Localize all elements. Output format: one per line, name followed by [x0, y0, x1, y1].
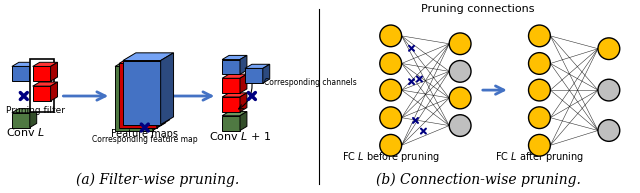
Text: Corresponding feature map: Corresponding feature map	[92, 135, 198, 144]
Polygon shape	[12, 62, 36, 66]
Polygon shape	[12, 109, 36, 113]
FancyBboxPatch shape	[29, 58, 54, 112]
Polygon shape	[222, 116, 240, 130]
Polygon shape	[222, 78, 240, 93]
Polygon shape	[115, 59, 166, 66]
Polygon shape	[33, 62, 58, 66]
Polygon shape	[240, 74, 247, 93]
Polygon shape	[222, 93, 247, 97]
Text: (b) Connection-wise pruning.: (b) Connection-wise pruning.	[376, 172, 580, 187]
Circle shape	[529, 107, 550, 129]
Polygon shape	[240, 55, 247, 74]
Polygon shape	[51, 82, 58, 101]
Polygon shape	[222, 74, 247, 78]
Circle shape	[380, 25, 402, 47]
Polygon shape	[222, 55, 247, 59]
Polygon shape	[29, 109, 36, 128]
Circle shape	[449, 87, 471, 109]
Circle shape	[529, 135, 550, 156]
Circle shape	[449, 61, 471, 82]
Circle shape	[449, 33, 471, 55]
Polygon shape	[12, 66, 29, 81]
Polygon shape	[119, 56, 170, 63]
Polygon shape	[51, 62, 58, 81]
Circle shape	[598, 120, 620, 141]
Circle shape	[529, 25, 550, 47]
Text: FC $L$ after pruning: FC $L$ after pruning	[495, 150, 584, 164]
Circle shape	[598, 38, 620, 59]
Polygon shape	[123, 61, 161, 125]
Polygon shape	[240, 93, 247, 112]
Polygon shape	[33, 66, 51, 81]
Polygon shape	[33, 82, 58, 86]
Circle shape	[598, 79, 620, 101]
Polygon shape	[119, 63, 157, 128]
Text: Conv $L$: Conv $L$	[6, 126, 45, 138]
Polygon shape	[263, 64, 269, 83]
Text: Feature maps: Feature maps	[111, 129, 179, 139]
Polygon shape	[240, 112, 247, 130]
Circle shape	[449, 115, 471, 136]
Polygon shape	[222, 112, 247, 116]
Circle shape	[380, 79, 402, 101]
Polygon shape	[33, 86, 51, 101]
Polygon shape	[115, 66, 153, 130]
Polygon shape	[12, 113, 29, 128]
Circle shape	[529, 79, 550, 101]
Circle shape	[529, 53, 550, 74]
Text: Pruning filter: Pruning filter	[6, 106, 65, 115]
Polygon shape	[153, 59, 166, 130]
Polygon shape	[222, 97, 240, 112]
Circle shape	[380, 135, 402, 156]
Text: FC $L$ before pruning: FC $L$ before pruning	[342, 150, 440, 164]
Text: Pruning connections: Pruning connections	[421, 4, 534, 14]
Polygon shape	[245, 64, 269, 68]
Circle shape	[380, 53, 402, 74]
Polygon shape	[161, 53, 173, 125]
Text: Corresponding channels: Corresponding channels	[264, 78, 356, 87]
Polygon shape	[157, 56, 170, 128]
Text: (a) Filter-wise pruning.: (a) Filter-wise pruning.	[76, 172, 239, 187]
Polygon shape	[123, 53, 173, 61]
Polygon shape	[222, 59, 240, 74]
Circle shape	[380, 107, 402, 129]
Polygon shape	[245, 68, 263, 83]
Text: Conv $L$ + 1: Conv $L$ + 1	[209, 130, 271, 142]
Polygon shape	[29, 62, 36, 81]
